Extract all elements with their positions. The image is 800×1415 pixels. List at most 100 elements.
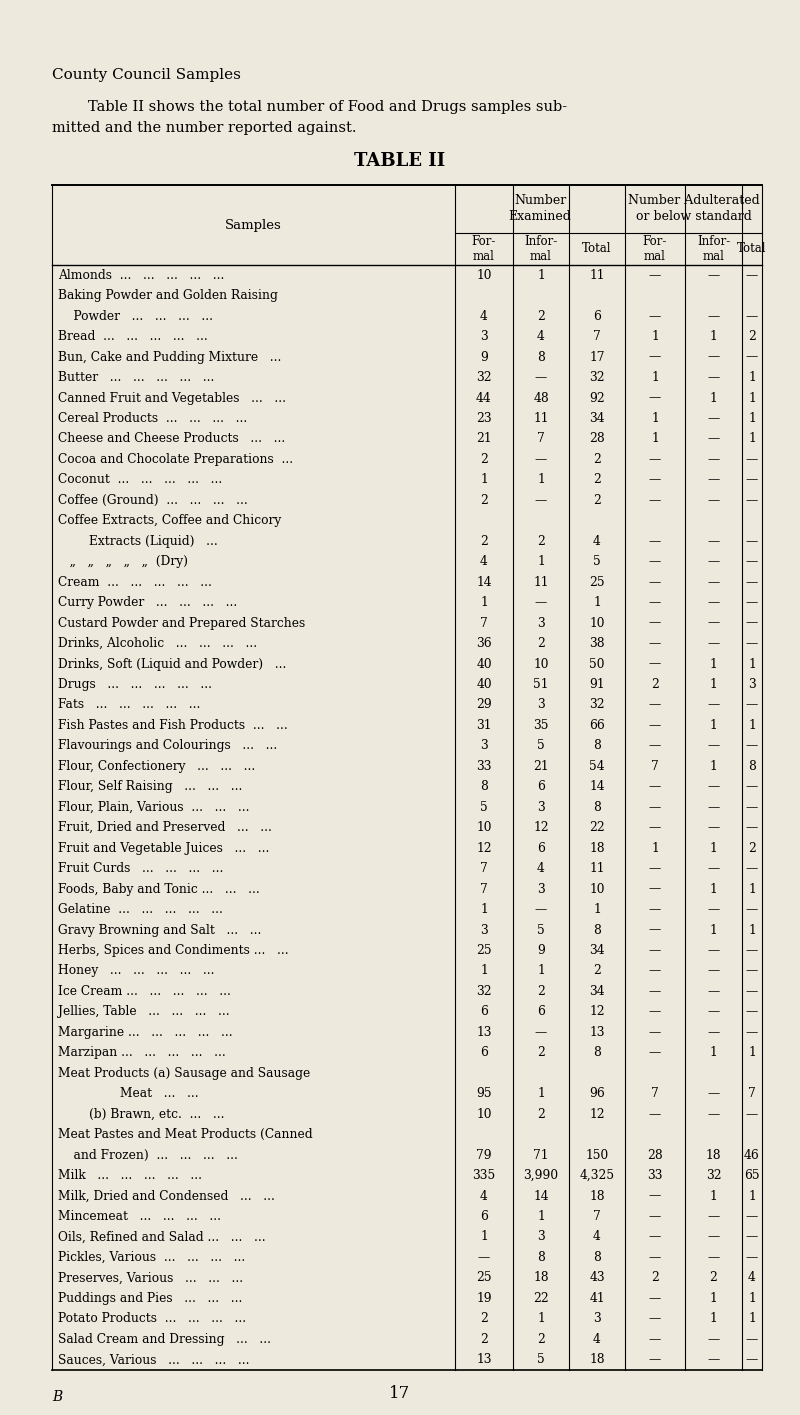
Text: 7: 7: [480, 617, 488, 630]
Text: —: —: [535, 596, 547, 608]
Text: 18: 18: [589, 1353, 605, 1367]
Text: 22: 22: [589, 821, 605, 835]
Text: 2: 2: [537, 1046, 545, 1060]
Text: Bread  ...   ...   ...   ...   ...: Bread ... ... ... ... ...: [58, 330, 208, 342]
Text: 150: 150: [586, 1149, 609, 1162]
Text: —: —: [707, 555, 720, 569]
Text: Gravy Browning and Salt   ...   ...: Gravy Browning and Salt ... ...: [58, 924, 262, 937]
Text: —: —: [746, 740, 758, 753]
Text: 7: 7: [480, 883, 488, 896]
Text: 11: 11: [590, 269, 605, 282]
Text: 33: 33: [647, 1169, 662, 1182]
Text: —: —: [746, 862, 758, 874]
Text: —: —: [649, 1190, 661, 1203]
Text: —: —: [649, 1026, 661, 1039]
Text: —: —: [707, 821, 720, 835]
Text: 7: 7: [651, 1087, 659, 1101]
Text: Number Adulterated
or below standard: Number Adulterated or below standard: [628, 194, 759, 224]
Text: 1: 1: [748, 433, 756, 446]
Text: 12: 12: [589, 1108, 605, 1121]
Text: 2: 2: [593, 453, 601, 466]
Text: 1: 1: [748, 412, 756, 424]
Text: 32: 32: [589, 699, 605, 712]
Text: 96: 96: [589, 1087, 605, 1101]
Text: 1: 1: [651, 371, 659, 383]
Text: —: —: [746, 903, 758, 916]
Text: 1: 1: [480, 903, 488, 916]
Text: —: —: [746, 1026, 758, 1039]
Text: —: —: [746, 555, 758, 569]
Text: 1: 1: [748, 1292, 756, 1305]
Text: —: —: [478, 1251, 490, 1264]
Text: 32: 32: [476, 371, 492, 383]
Text: 1: 1: [537, 474, 545, 487]
Text: Pickles, Various  ...   ...   ...   ...: Pickles, Various ... ... ... ...: [58, 1251, 246, 1264]
Text: —: —: [649, 392, 661, 405]
Text: 4: 4: [593, 1333, 601, 1346]
Text: —: —: [649, 474, 661, 487]
Text: 32: 32: [589, 371, 605, 383]
Text: 6: 6: [480, 1006, 488, 1019]
Text: 18: 18: [589, 1190, 605, 1203]
Text: 10: 10: [590, 883, 605, 896]
Text: 9: 9: [480, 351, 488, 364]
Text: 10: 10: [590, 617, 605, 630]
Text: Canned Fruit and Vegetables   ...   ...: Canned Fruit and Vegetables ... ...: [58, 392, 286, 405]
Text: 3: 3: [537, 801, 545, 814]
Text: 92: 92: [589, 392, 605, 405]
Text: 6: 6: [537, 780, 545, 794]
Text: —: —: [649, 494, 661, 507]
Text: 2: 2: [537, 310, 545, 323]
Text: 1: 1: [710, 392, 718, 405]
Text: 335: 335: [472, 1169, 496, 1182]
Text: Flour, Plain, Various  ...   ...   ...: Flour, Plain, Various ... ... ...: [58, 801, 250, 814]
Text: Cream  ...   ...   ...   ...   ...: Cream ... ... ... ... ...: [58, 576, 212, 589]
Text: 1: 1: [651, 842, 659, 855]
Text: —: —: [707, 535, 720, 548]
Text: 10: 10: [476, 821, 492, 835]
Text: —: —: [649, 658, 661, 671]
Text: 4: 4: [537, 862, 545, 874]
Text: —: —: [707, 801, 720, 814]
Text: 17: 17: [390, 1385, 410, 1402]
Text: —: —: [746, 474, 758, 487]
Text: 3: 3: [748, 678, 756, 691]
Text: Margarine ...   ...   ...   ...   ...: Margarine ... ... ... ... ...: [58, 1026, 233, 1039]
Text: 1: 1: [710, 330, 718, 342]
Text: B: B: [52, 1390, 62, 1404]
Text: 1: 1: [748, 1046, 756, 1060]
Text: 21: 21: [533, 760, 549, 773]
Text: —: —: [535, 903, 547, 916]
Text: Honey   ...   ...   ...   ...   ...: Honey ... ... ... ... ...: [58, 965, 214, 978]
Text: 41: 41: [589, 1292, 605, 1305]
Text: 14: 14: [589, 780, 605, 794]
Text: —: —: [707, 433, 720, 446]
Text: For-
mal: For- mal: [472, 235, 496, 263]
Text: 14: 14: [533, 1190, 549, 1203]
Text: —: —: [535, 1026, 547, 1039]
Text: Infor-
mal: Infor- mal: [524, 235, 558, 263]
Text: —: —: [746, 576, 758, 589]
Text: —: —: [649, 1333, 661, 1346]
Text: —: —: [707, 474, 720, 487]
Text: Fruit, Dried and Preserved   ...   ...: Fruit, Dried and Preserved ... ...: [58, 821, 272, 835]
Text: 13: 13: [476, 1026, 492, 1039]
Text: —: —: [707, 1026, 720, 1039]
Text: Jellies, Table   ...   ...   ...   ...: Jellies, Table ... ... ... ...: [58, 1006, 230, 1019]
Text: 2: 2: [537, 1333, 545, 1346]
Text: —: —: [649, 883, 661, 896]
Text: 14: 14: [476, 576, 492, 589]
Text: Ice Cream ...   ...   ...   ...   ...: Ice Cream ... ... ... ... ...: [58, 985, 231, 998]
Text: 3: 3: [480, 924, 488, 937]
Text: Cheese and Cheese Products   ...   ...: Cheese and Cheese Products ... ...: [58, 433, 286, 446]
Text: Fruit Curds   ...   ...   ...   ...: Fruit Curds ... ... ... ...: [58, 862, 223, 874]
Text: Oils, Refined and Salad ...   ...   ...: Oils, Refined and Salad ... ... ...: [58, 1231, 266, 1244]
Text: Fruit and Vegetable Juices   ...   ...: Fruit and Vegetable Juices ... ...: [58, 842, 270, 855]
Text: 4: 4: [593, 535, 601, 548]
Text: 2: 2: [651, 1272, 659, 1285]
Text: mitted and the number reported against.: mitted and the number reported against.: [52, 122, 357, 134]
Text: 1: 1: [710, 719, 718, 732]
Text: 2: 2: [480, 1312, 488, 1326]
Text: Flour, Self Raising   ...   ...   ...: Flour, Self Raising ... ... ...: [58, 780, 242, 794]
Text: 1: 1: [537, 1210, 545, 1223]
